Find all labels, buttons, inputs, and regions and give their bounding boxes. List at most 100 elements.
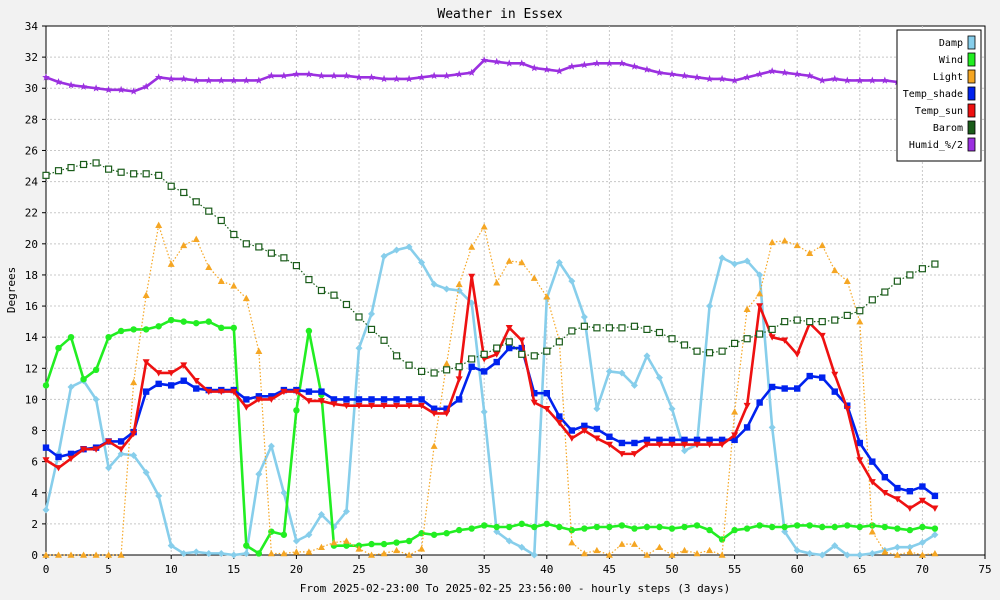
series-temp-sun-point: [267, 396, 275, 403]
series-temp-sun-point: [42, 457, 50, 464]
series-damp-point: [818, 551, 826, 559]
x-tick-label: 45: [603, 563, 616, 576]
series-wind-point: [268, 528, 275, 535]
series-wind-point: [919, 523, 926, 531]
series-damp-point: [292, 537, 300, 545]
series-wind-point: [718, 536, 726, 543]
series-temp-sun-point: [342, 402, 350, 410]
series-barom-point: [906, 271, 914, 279]
series-temp-shade-point: [894, 484, 901, 492]
series-wind-point: [405, 537, 413, 545]
series-barom-point: [693, 347, 701, 355]
series-barom-point: [155, 171, 163, 179]
x-tick-label: 5: [105, 563, 112, 576]
series-temp-shade-point: [681, 436, 688, 444]
axes: 0 5 10 15 20 25 30 35 40 45 50 55 60 65 70 750246810121…: [25, 20, 992, 576]
series-wind-point: [631, 525, 638, 532]
series-light-point: [655, 543, 663, 551]
series-wind-point: [731, 526, 738, 534]
series-damp-point: [530, 551, 538, 559]
series-damp-point: [317, 511, 325, 519]
series-light-point: [205, 263, 213, 270]
series-wind-point: [894, 525, 901, 532]
series-temp-sun-point: [192, 377, 200, 385]
series-light-point: [393, 546, 401, 554]
series-temp-shade-point: [418, 396, 425, 403]
series-barom-point: [618, 324, 626, 332]
series-wind-point: [556, 523, 563, 531]
series-damp-point: [92, 395, 100, 403]
series-barom: [42, 159, 939, 377]
series-humid-2-point: [455, 70, 463, 78]
legend-label: Wind: [939, 55, 963, 66]
legend: Damp Wind Light Temp_shade Temp_sun Barom Humi…: [896, 29, 982, 162]
series-humid-2-point: [67, 81, 75, 89]
series-temp-shade-point: [781, 385, 788, 392]
series-barom-point: [655, 328, 664, 337]
x-tick-label: 0: [43, 563, 50, 576]
series-wind-point: [393, 539, 400, 546]
series-light-point: [418, 545, 426, 552]
series-barom-point: [217, 216, 225, 225]
series-wind-point: [856, 523, 863, 531]
series-light-point: [267, 549, 275, 557]
series-damp-point: [718, 254, 726, 262]
series-barom-point: [468, 355, 476, 363]
series-light-point: [430, 442, 438, 449]
series-temp-shade-point: [819, 374, 826, 381]
x-tick-label: 55: [728, 563, 741, 576]
series-barom-point: [831, 316, 839, 324]
series-light-point: [155, 221, 163, 228]
series-temp-sun-point: [718, 441, 726, 449]
series-wind-point: [768, 523, 776, 531]
series-humid-2-point: [280, 71, 288, 80]
series-humid-2-point: [342, 71, 351, 80]
series-wind-point: [193, 319, 200, 327]
series-wind-point: [681, 523, 688, 531]
series-humid-2-point: [305, 70, 313, 78]
series-humid-2-point: [292, 70, 301, 78]
series-barom-point: [380, 336, 388, 344]
series-temp-shade-point: [869, 458, 876, 465]
series-temp-shade-point: [643, 436, 651, 444]
series-temp-sun-point: [781, 337, 789, 344]
series-wind-point: [293, 407, 300, 414]
x-tick-label: 40: [540, 563, 553, 576]
series-barom-point: [668, 335, 676, 343]
series-barom-point: [543, 347, 551, 355]
series-temp-shade-point: [117, 438, 125, 445]
series-wind-point: [743, 525, 751, 532]
series-humid-2-point: [242, 76, 251, 84]
series-temp-sun-point: [230, 388, 238, 396]
series-light-point: [80, 551, 88, 558]
series-barom-point: [280, 254, 288, 262]
series-light-point: [67, 551, 75, 558]
y-tick-label: 24: [25, 176, 39, 189]
series-temp-sun-point: [330, 401, 338, 408]
series-humid-2-point: [618, 59, 626, 67]
series-humid-2-point: [730, 76, 739, 84]
series-wind-point: [42, 382, 50, 389]
series-light-point: [743, 305, 751, 312]
y-tick-label: 4: [31, 487, 38, 500]
series-wind-point: [581, 525, 588, 532]
series-temp-shade-point: [531, 389, 538, 397]
chart-title: Weather in Essex: [437, 7, 562, 22]
series-barom-point: [505, 338, 513, 346]
series-temp-shade-point: [556, 413, 563, 420]
series-light-point: [305, 548, 313, 555]
legend-box: [896, 29, 982, 162]
series-humid-2-point: [167, 74, 175, 83]
series-damp-point: [342, 507, 350, 515]
series-wind-point: [443, 530, 450, 537]
series-damp-point: [505, 537, 513, 545]
series-humid-2-point: [142, 82, 150, 90]
series-light-point: [443, 360, 451, 367]
series-wind-point: [668, 525, 676, 532]
series-temp-sun-point: [893, 496, 901, 503]
series-light-point: [142, 291, 150, 298]
series-humid-2-point: [856, 76, 864, 84]
series-barom-point: [255, 243, 263, 251]
series-wind-point: [80, 375, 87, 383]
